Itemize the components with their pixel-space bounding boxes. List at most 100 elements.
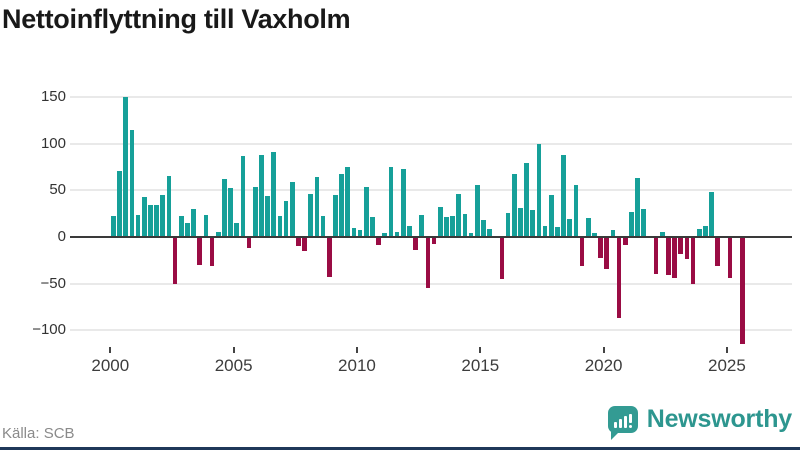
exclamation-glyph xyxy=(628,414,632,428)
bar xyxy=(635,178,640,237)
bar xyxy=(474,184,480,237)
bar xyxy=(117,170,122,237)
bar xyxy=(659,232,665,237)
bar xyxy=(456,194,462,237)
bar xyxy=(437,207,443,237)
x-axis-tick xyxy=(109,347,112,353)
bar xyxy=(487,228,492,237)
bar xyxy=(160,195,166,237)
bar xyxy=(431,238,437,244)
bar xyxy=(296,238,301,246)
bar xyxy=(444,217,449,237)
bar xyxy=(672,238,677,278)
bar xyxy=(585,218,591,237)
speech-bubble-tail xyxy=(610,431,620,440)
mini-bar-chart-glyph xyxy=(613,414,632,428)
bar xyxy=(567,219,572,237)
bar xyxy=(610,230,616,237)
bar xyxy=(715,238,720,267)
bar xyxy=(135,214,141,237)
bar xyxy=(499,238,505,279)
bar xyxy=(740,238,745,344)
gridline-50 xyxy=(70,189,792,192)
bar xyxy=(598,238,603,258)
x-axis-label: 2005 xyxy=(214,356,253,375)
bar xyxy=(363,186,369,237)
x-axis-tick xyxy=(479,347,482,353)
bar xyxy=(530,209,536,237)
footer-accent-bar xyxy=(0,447,800,450)
bar xyxy=(240,155,246,237)
bar xyxy=(629,211,634,237)
bar xyxy=(178,215,184,237)
bar xyxy=(246,238,252,248)
bar xyxy=(388,167,394,237)
y-axis-label: 50 xyxy=(49,181,66,199)
bar xyxy=(129,129,135,237)
y-axis-label: −50 xyxy=(40,274,66,292)
bar xyxy=(413,238,418,250)
x-axis-label: 2010 xyxy=(338,356,376,375)
zero-axis-line xyxy=(70,235,792,239)
bar xyxy=(622,238,628,245)
bar xyxy=(696,228,702,237)
y-axis-label: 100 xyxy=(40,134,66,152)
x-axis-tick xyxy=(725,347,728,353)
x-axis-tick xyxy=(355,347,358,353)
bar xyxy=(141,196,147,237)
bar xyxy=(505,212,511,237)
gridline--100 xyxy=(70,329,792,332)
bar xyxy=(518,208,523,237)
bar xyxy=(511,174,517,237)
bar xyxy=(555,226,560,237)
bar xyxy=(468,233,474,237)
x-axis-label: 2000 xyxy=(91,356,130,375)
newsworthy-logo-text: Newsworthy xyxy=(646,405,792,433)
mini-bar-2 xyxy=(618,419,622,428)
bar xyxy=(252,186,258,237)
bar xyxy=(653,238,659,274)
bar xyxy=(351,227,357,237)
x-axis-tick xyxy=(232,347,235,353)
bar xyxy=(709,192,714,237)
y-axis-label: 150 xyxy=(40,88,66,106)
bar xyxy=(573,184,579,237)
bar xyxy=(616,238,622,318)
bar xyxy=(345,167,351,237)
bar xyxy=(265,195,270,237)
bar xyxy=(308,194,314,237)
bar xyxy=(314,177,320,237)
bar xyxy=(271,152,277,237)
y-axis-label: −100 xyxy=(32,321,66,339)
bar xyxy=(690,238,696,285)
x-axis-label: 2025 xyxy=(708,356,746,375)
bar xyxy=(561,154,566,237)
bar xyxy=(727,238,733,278)
bar xyxy=(542,225,548,237)
bar xyxy=(703,225,708,237)
chart-title: Nettoinflyttning till Vaxholm xyxy=(2,4,351,34)
bar xyxy=(289,181,295,237)
bar xyxy=(111,215,116,237)
bar xyxy=(666,238,671,275)
gridline--50 xyxy=(70,282,792,285)
bar xyxy=(579,238,585,267)
bar xyxy=(357,229,363,237)
bar xyxy=(166,176,172,237)
bar xyxy=(333,195,338,237)
bar xyxy=(326,238,332,277)
bar xyxy=(228,188,233,237)
bar xyxy=(462,213,468,237)
bar xyxy=(215,232,221,237)
mini-bar-3 xyxy=(623,416,627,428)
bar xyxy=(320,216,326,237)
bar xyxy=(209,238,215,267)
bar xyxy=(234,223,240,237)
x-axis-label: 2020 xyxy=(584,356,623,375)
bar xyxy=(277,215,283,237)
bar xyxy=(592,233,597,237)
bar xyxy=(419,214,425,237)
bar xyxy=(394,232,400,237)
